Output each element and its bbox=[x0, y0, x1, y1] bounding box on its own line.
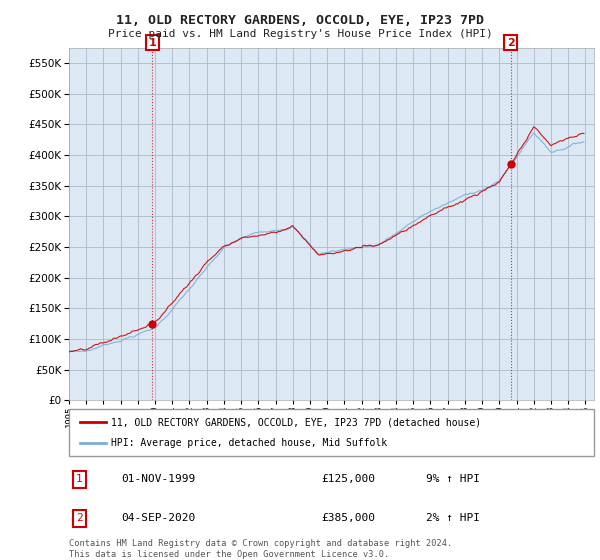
FancyBboxPatch shape bbox=[69, 409, 594, 456]
Text: 2: 2 bbox=[76, 514, 83, 524]
Text: 01-NOV-1999: 01-NOV-1999 bbox=[121, 474, 196, 484]
Text: 2% ↑ HPI: 2% ↑ HPI bbox=[426, 514, 480, 524]
Text: 1: 1 bbox=[76, 474, 83, 484]
Text: Contains HM Land Registry data © Crown copyright and database right 2024.
This d: Contains HM Land Registry data © Crown c… bbox=[69, 539, 452, 559]
Text: 1: 1 bbox=[148, 38, 156, 48]
Text: 11, OLD RECTORY GARDENS, OCCOLD, EYE, IP23 7PD: 11, OLD RECTORY GARDENS, OCCOLD, EYE, IP… bbox=[116, 14, 484, 27]
Text: 9% ↑ HPI: 9% ↑ HPI bbox=[426, 474, 480, 484]
Text: 11, OLD RECTORY GARDENS, OCCOLD, EYE, IP23 7PD (detached house): 11, OLD RECTORY GARDENS, OCCOLD, EYE, IP… bbox=[111, 417, 481, 427]
Text: £125,000: £125,000 bbox=[321, 474, 375, 484]
Text: HPI: Average price, detached house, Mid Suffolk: HPI: Average price, detached house, Mid … bbox=[111, 438, 387, 448]
Text: 04-SEP-2020: 04-SEP-2020 bbox=[121, 514, 196, 524]
Text: £385,000: £385,000 bbox=[321, 514, 375, 524]
Text: 2: 2 bbox=[507, 38, 515, 48]
Text: Price paid vs. HM Land Registry's House Price Index (HPI): Price paid vs. HM Land Registry's House … bbox=[107, 29, 493, 39]
